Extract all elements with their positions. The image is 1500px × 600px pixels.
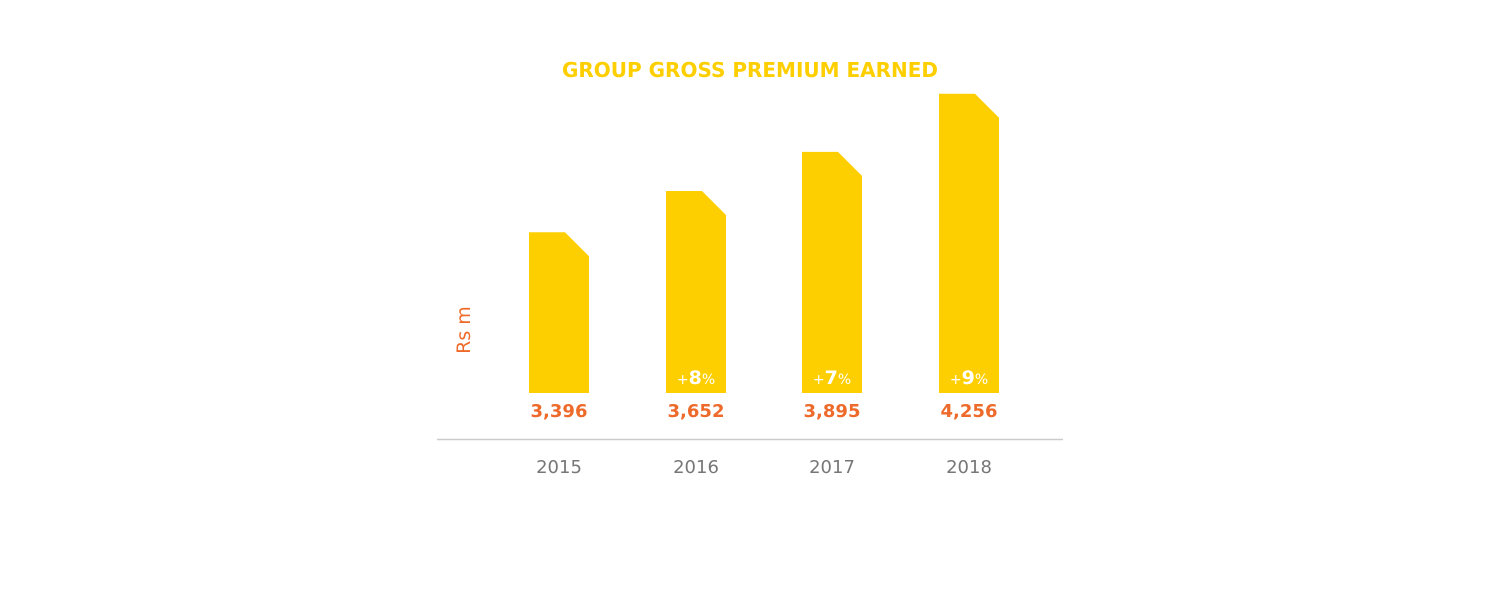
x-tick-label-2015: 2015 xyxy=(536,457,582,478)
chart-title: GROUP GROSS PREMIUM EARNED xyxy=(562,58,938,82)
bar-2018 xyxy=(939,93,999,393)
x-tick-labels: 2015 2016 2017 2018 xyxy=(536,457,992,478)
y-axis-label: Rs m xyxy=(453,306,475,354)
growth-label-2017: +7% xyxy=(813,367,851,389)
value-label-2015: 3,396 xyxy=(531,401,588,422)
bars-group: 3,396 3,652 +8% 3,895 +7% 4,256 +9% xyxy=(529,93,999,422)
x-tick-label-2017: 2017 xyxy=(809,457,855,478)
bar-2015 xyxy=(529,232,589,393)
value-label-2016: 3,652 xyxy=(668,401,725,422)
growth-label-2018: +9% xyxy=(950,367,988,389)
growth-label-2016: +8% xyxy=(677,367,715,389)
bar-2017 xyxy=(802,151,862,393)
x-tick-label-2016: 2016 xyxy=(673,457,719,478)
bar-2016 xyxy=(666,191,726,393)
value-label-2018: 4,256 xyxy=(941,401,998,422)
value-label-2017: 3,895 xyxy=(804,401,861,422)
x-tick-label-2018: 2018 xyxy=(946,457,992,478)
